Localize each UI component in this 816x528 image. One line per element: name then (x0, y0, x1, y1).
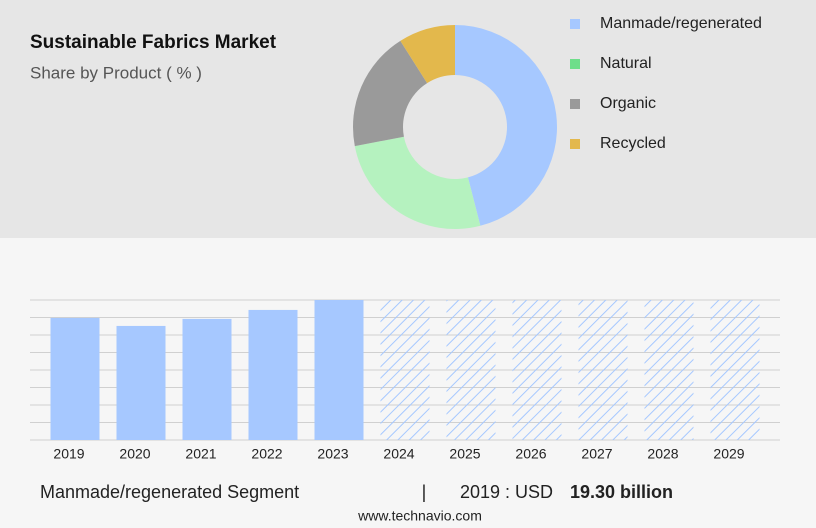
x-tick-label: 2021 (185, 446, 216, 462)
donut-slice (354, 136, 481, 229)
donut-slice (400, 25, 455, 84)
segment-label: Manmade/regenerated Segment (40, 482, 299, 502)
x-tick-label: 2024 (383, 446, 414, 462)
legend-label: Recycled (600, 135, 666, 152)
forecast-bar (644, 300, 694, 440)
donut-slice (353, 40, 428, 147)
x-tick-label: 2020 (119, 446, 150, 462)
year-label: 2019 : USD (460, 482, 553, 502)
legend-swatch (570, 59, 580, 69)
title: Sustainable Fabrics Market (30, 32, 277, 53)
bar (248, 309, 298, 440)
legend-label: Natural (600, 55, 652, 72)
bar (116, 325, 166, 440)
bar (314, 300, 364, 440)
x-tick-label: 2028 (647, 446, 678, 462)
forecast-bar (578, 300, 628, 440)
x-tick-label: 2023 (317, 446, 348, 462)
separator: | (422, 482, 427, 502)
legend: Manmade/regenerated Natural Organic Recycle… (570, 15, 762, 152)
bar-chart: 2019 2020 2021 2022 2023 2024 2025 2026 2027 2028… (30, 299, 780, 462)
legend-swatch (570, 99, 580, 109)
forecast-bar (710, 300, 760, 440)
value-label: 19.30 billion (570, 482, 673, 502)
donut-chart (353, 25, 557, 229)
x-tick-label: 2027 (581, 446, 612, 462)
subtitle: Share by Product ( % ) (30, 63, 202, 82)
forecast-bar (446, 300, 496, 440)
legend-label: Organic (600, 95, 656, 112)
donut-slice (455, 25, 557, 226)
legend-swatch (570, 19, 580, 29)
x-tick-label: 2025 (449, 446, 480, 462)
forecast-bar (512, 300, 562, 440)
legend-swatch (570, 139, 580, 149)
x-tick-label: 2029 (713, 446, 744, 462)
bar (50, 317, 100, 440)
bar (182, 318, 232, 440)
x-tick-label: 2019 (53, 446, 84, 462)
x-tick-label: 2026 (515, 446, 546, 462)
legend-label: Manmade/regenerated (600, 15, 762, 32)
x-tick-label: 2022 (251, 446, 282, 462)
forecast-bar (380, 300, 430, 440)
site: www.technavio.com (357, 508, 482, 524)
